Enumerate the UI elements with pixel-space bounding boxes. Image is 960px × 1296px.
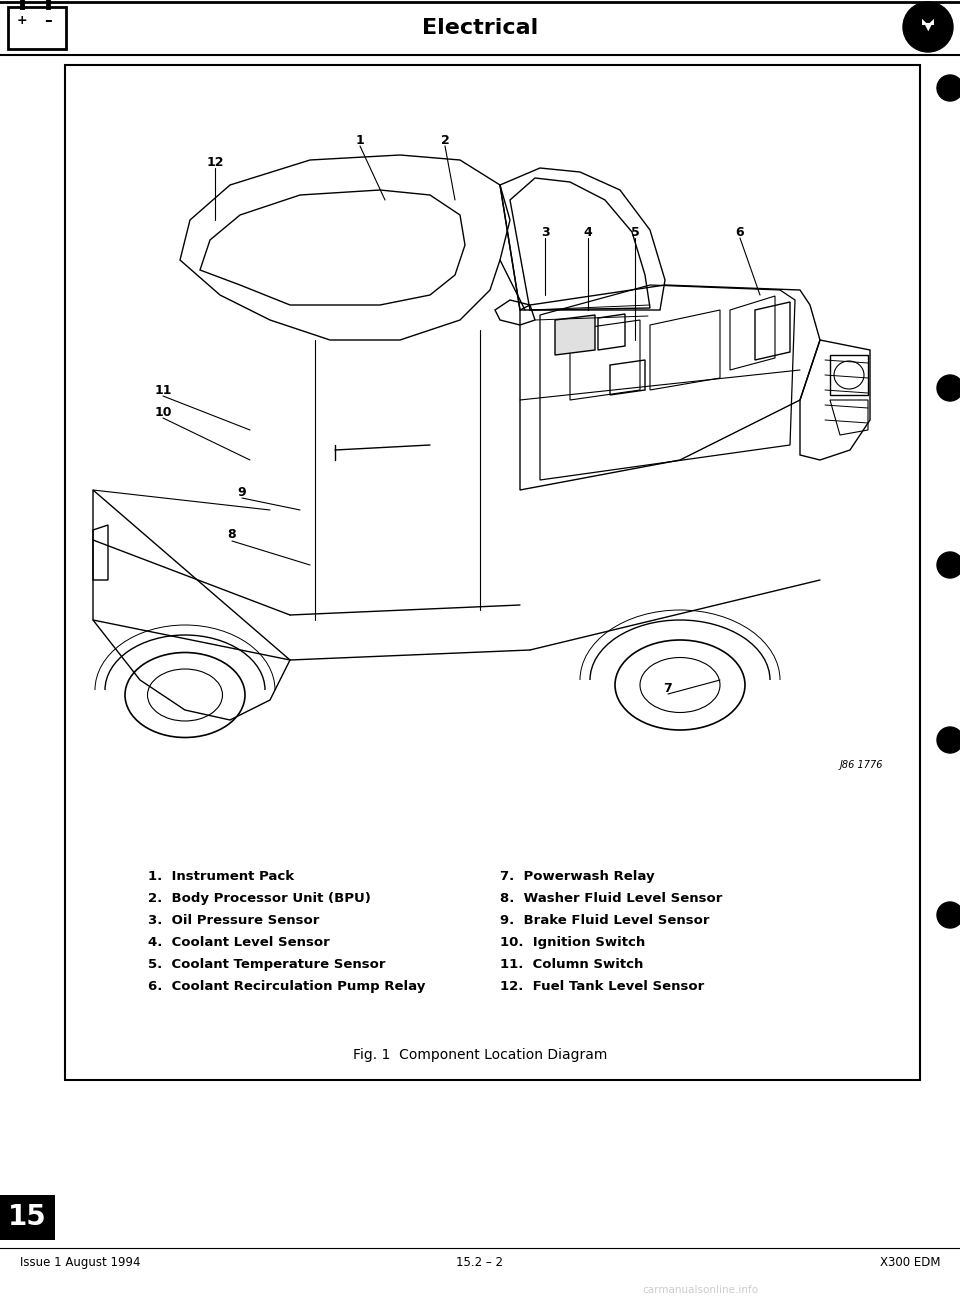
Text: 6.  Coolant Recirculation Pump Relay: 6. Coolant Recirculation Pump Relay	[148, 980, 425, 993]
Text: 11: 11	[155, 384, 172, 397]
Text: 3.  Oil Pressure Sensor: 3. Oil Pressure Sensor	[148, 914, 320, 927]
Text: 7: 7	[663, 682, 672, 695]
Text: Issue 1 August 1994: Issue 1 August 1994	[20, 1256, 140, 1269]
Text: 4: 4	[584, 226, 592, 238]
Text: –: –	[44, 13, 52, 29]
Bar	[65, 65, 920, 1080]
Text: J86 1776: J86 1776	[840, 759, 883, 770]
Polygon shape	[555, 315, 595, 355]
Text: ◣◢: ◣◢	[922, 18, 934, 26]
Circle shape	[937, 75, 960, 101]
Text: 12: 12	[206, 156, 224, 168]
Circle shape	[903, 3, 953, 52]
Text: carmanualsonline.info: carmanualsonline.info	[642, 1286, 758, 1295]
Text: 12.  Fuel Tank Level Sensor: 12. Fuel Tank Level Sensor	[500, 980, 705, 993]
Text: 15.2 – 2: 15.2 – 2	[457, 1256, 503, 1269]
Text: 15: 15	[8, 1203, 46, 1231]
Text: 6: 6	[735, 226, 744, 238]
Text: 9.  Brake Fluid Level Sensor: 9. Brake Fluid Level Sensor	[500, 914, 709, 927]
Circle shape	[937, 552, 960, 578]
Text: 2: 2	[441, 133, 449, 146]
Text: 7.  Powerwash Relay: 7. Powerwash Relay	[500, 870, 655, 883]
Text: 11.  Column Switch: 11. Column Switch	[500, 958, 643, 971]
Text: 5.  Coolant Temperature Sensor: 5. Coolant Temperature Sensor	[148, 958, 386, 971]
Circle shape	[937, 375, 960, 400]
Bar	[0, 1195, 55, 1240]
Text: +: +	[16, 14, 27, 27]
Text: Electrical: Electrical	[421, 18, 539, 38]
Text: 10: 10	[155, 406, 172, 419]
Text: 1.  Instrument Pack: 1. Instrument Pack	[148, 870, 294, 883]
Text: 4.  Coolant Level Sensor: 4. Coolant Level Sensor	[148, 936, 329, 949]
Text: ▼: ▼	[924, 22, 932, 32]
Text: 8: 8	[228, 529, 236, 542]
Bar	[8, 6, 66, 49]
Text: Fig. 1  Component Location Diagram: Fig. 1 Component Location Diagram	[353, 1048, 607, 1061]
Text: 1: 1	[355, 133, 365, 146]
Text: 2.  Body Processor Unit (BPU): 2. Body Processor Unit (BPU)	[148, 892, 371, 905]
Text: 3: 3	[540, 226, 549, 238]
Circle shape	[937, 727, 960, 753]
Text: 9: 9	[238, 486, 247, 499]
Text: 5: 5	[631, 226, 639, 238]
Text: 10.  Ignition Switch: 10. Ignition Switch	[500, 936, 645, 949]
Text: X300 EDM: X300 EDM	[879, 1256, 940, 1269]
Text: 8.  Washer Fluid Level Sensor: 8. Washer Fluid Level Sensor	[500, 892, 722, 905]
Circle shape	[937, 902, 960, 928]
